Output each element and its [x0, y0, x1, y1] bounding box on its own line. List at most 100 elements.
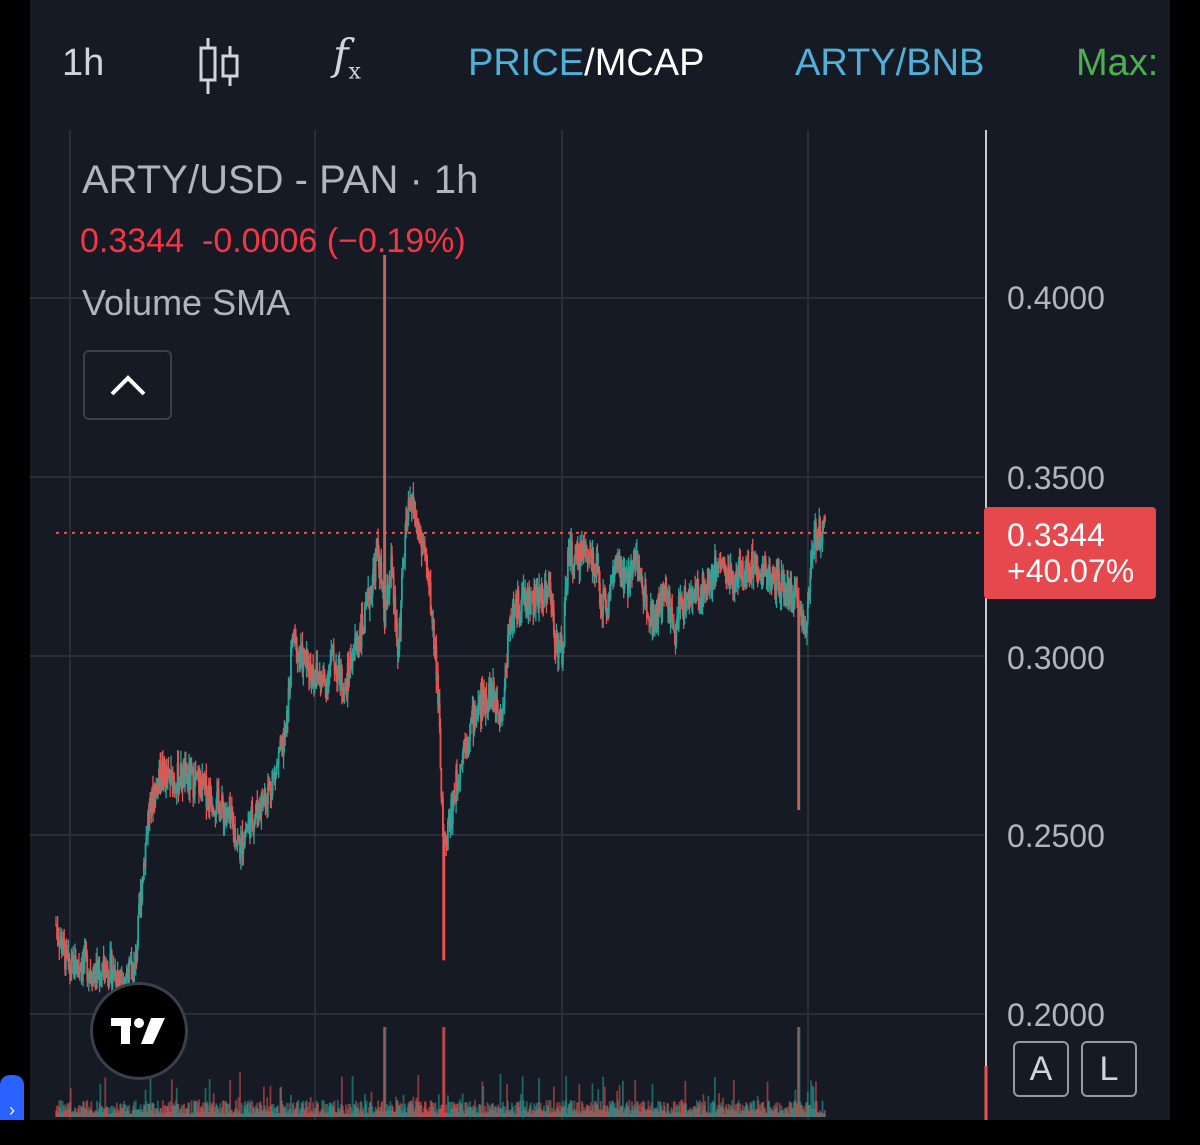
tradingview-logo-icon[interactable]: [90, 982, 188, 1080]
candle-body: [609, 584, 612, 600]
volume-bar: [381, 1101, 384, 1117]
candle-body: [271, 777, 274, 783]
candle-body: [276, 762, 278, 769]
candle-body: [108, 981, 111, 984]
candle-body: [111, 974, 114, 986]
candle-body: [348, 677, 351, 679]
volume-bar: [345, 1104, 347, 1117]
volume-bar: [492, 1103, 494, 1117]
candle-body: [686, 596, 688, 600]
candle-body: [624, 571, 627, 577]
candle-body: [553, 634, 556, 647]
candle-body: [598, 582, 601, 605]
candle-body: [684, 587, 687, 606]
candle-body: [544, 580, 547, 584]
candle-body: [741, 561, 744, 582]
candle-body: [583, 545, 586, 555]
volume-bar: [684, 1080, 687, 1117]
auto-scale-button[interactable]: A: [1013, 1041, 1069, 1097]
candle-body: [414, 501, 416, 525]
volume-bar: [461, 1093, 464, 1117]
candle-body: [771, 571, 774, 587]
price-chart[interactable]: [30, 0, 1170, 1120]
candle-body: [746, 570, 748, 583]
legend-change: -0.0006 (−0.19%): [202, 222, 466, 260]
candlestick-icon[interactable]: [196, 36, 242, 107]
candle-body: [189, 766, 192, 789]
candle-body: [302, 651, 305, 673]
candle-body: [247, 821, 250, 829]
candle-body: [253, 817, 256, 824]
candle-body: [84, 947, 87, 949]
price-mcap-toggle[interactable]: PRICE/MCAP: [468, 40, 705, 86]
volume-bar: [149, 1072, 152, 1117]
candle-body: [106, 968, 109, 978]
candle-body: [442, 837, 445, 839]
volume-bar: [821, 1100, 824, 1117]
candle-body: [351, 660, 354, 668]
collapse-legend-button[interactable]: [83, 350, 172, 420]
volume-bar: [445, 1104, 448, 1117]
volume-bar: [628, 1100, 631, 1117]
candle-body: [382, 586, 385, 609]
volume-bar: [667, 1103, 669, 1117]
volume-bar: [55, 1105, 58, 1117]
candle-body: [456, 769, 458, 788]
volume-bar: [202, 1102, 204, 1117]
candle-body: [470, 718, 473, 720]
candle-body: [101, 974, 103, 977]
volume-bar: [169, 1100, 172, 1117]
volume-bar: [101, 1106, 103, 1117]
candle-body: [757, 567, 760, 572]
candle-body: [529, 592, 532, 615]
candle-body: [586, 559, 589, 562]
volume-bar: [229, 1079, 232, 1117]
volume-bar: [548, 1100, 550, 1117]
candle-body: [177, 763, 180, 793]
volume-bar: [110, 1106, 112, 1117]
candle-body: [56, 927, 59, 938]
candle-body: [400, 575, 403, 601]
volume-bar: [759, 1104, 761, 1117]
volume-bar: [90, 1101, 93, 1117]
volume-bar: [99, 1083, 102, 1117]
candle-body: [521, 593, 524, 595]
volume-bar: [145, 1101, 148, 1117]
volume-bar: [436, 1109, 439, 1117]
volume-bar: [803, 1106, 806, 1117]
candle-body: [807, 590, 810, 602]
volume-bar: [177, 1103, 180, 1117]
volume-bar: [276, 1105, 279, 1117]
volume-bar: [412, 1096, 415, 1117]
candle-body: [254, 813, 257, 818]
max-label[interactable]: Max:: [1076, 42, 1159, 84]
fx-icon[interactable]: fx: [333, 32, 361, 95]
candle-body: [285, 727, 287, 737]
candle-body: [68, 953, 71, 970]
candle-body: [406, 518, 409, 528]
volume-bar: [312, 1102, 315, 1117]
candle-body: [766, 575, 769, 580]
candle-body: [87, 973, 90, 978]
candle-body: [813, 528, 816, 555]
pair-toggle[interactable]: ARTY/BNB: [795, 42, 985, 84]
candle-body: [793, 587, 796, 607]
chart-panel: 1h fx PRICE/MCAP ARTY/BNB Max: ARTY/USD …: [30, 0, 1170, 1120]
candle-body: [320, 676, 323, 689]
candle-body: [562, 644, 564, 665]
volume-sma-label: Volume SMA: [82, 282, 291, 323]
side-panel-tab[interactable]: ›: [0, 1075, 24, 1120]
interval-button[interactable]: 1h: [62, 42, 105, 84]
candle-body: [517, 590, 520, 614]
volume-bar: [244, 1100, 246, 1117]
candle-body: [83, 947, 86, 963]
log-scale-button[interactable]: L: [1081, 1041, 1137, 1097]
candle-body: [193, 774, 196, 796]
y-tick-label: 0.2000: [1007, 997, 1105, 1033]
candle-body: [612, 566, 615, 577]
candle-body: [271, 782, 273, 800]
candle-body: [665, 585, 668, 596]
candle-body: [400, 600, 402, 629]
volume-bar: [217, 1107, 220, 1117]
candle-body: [324, 681, 327, 687]
